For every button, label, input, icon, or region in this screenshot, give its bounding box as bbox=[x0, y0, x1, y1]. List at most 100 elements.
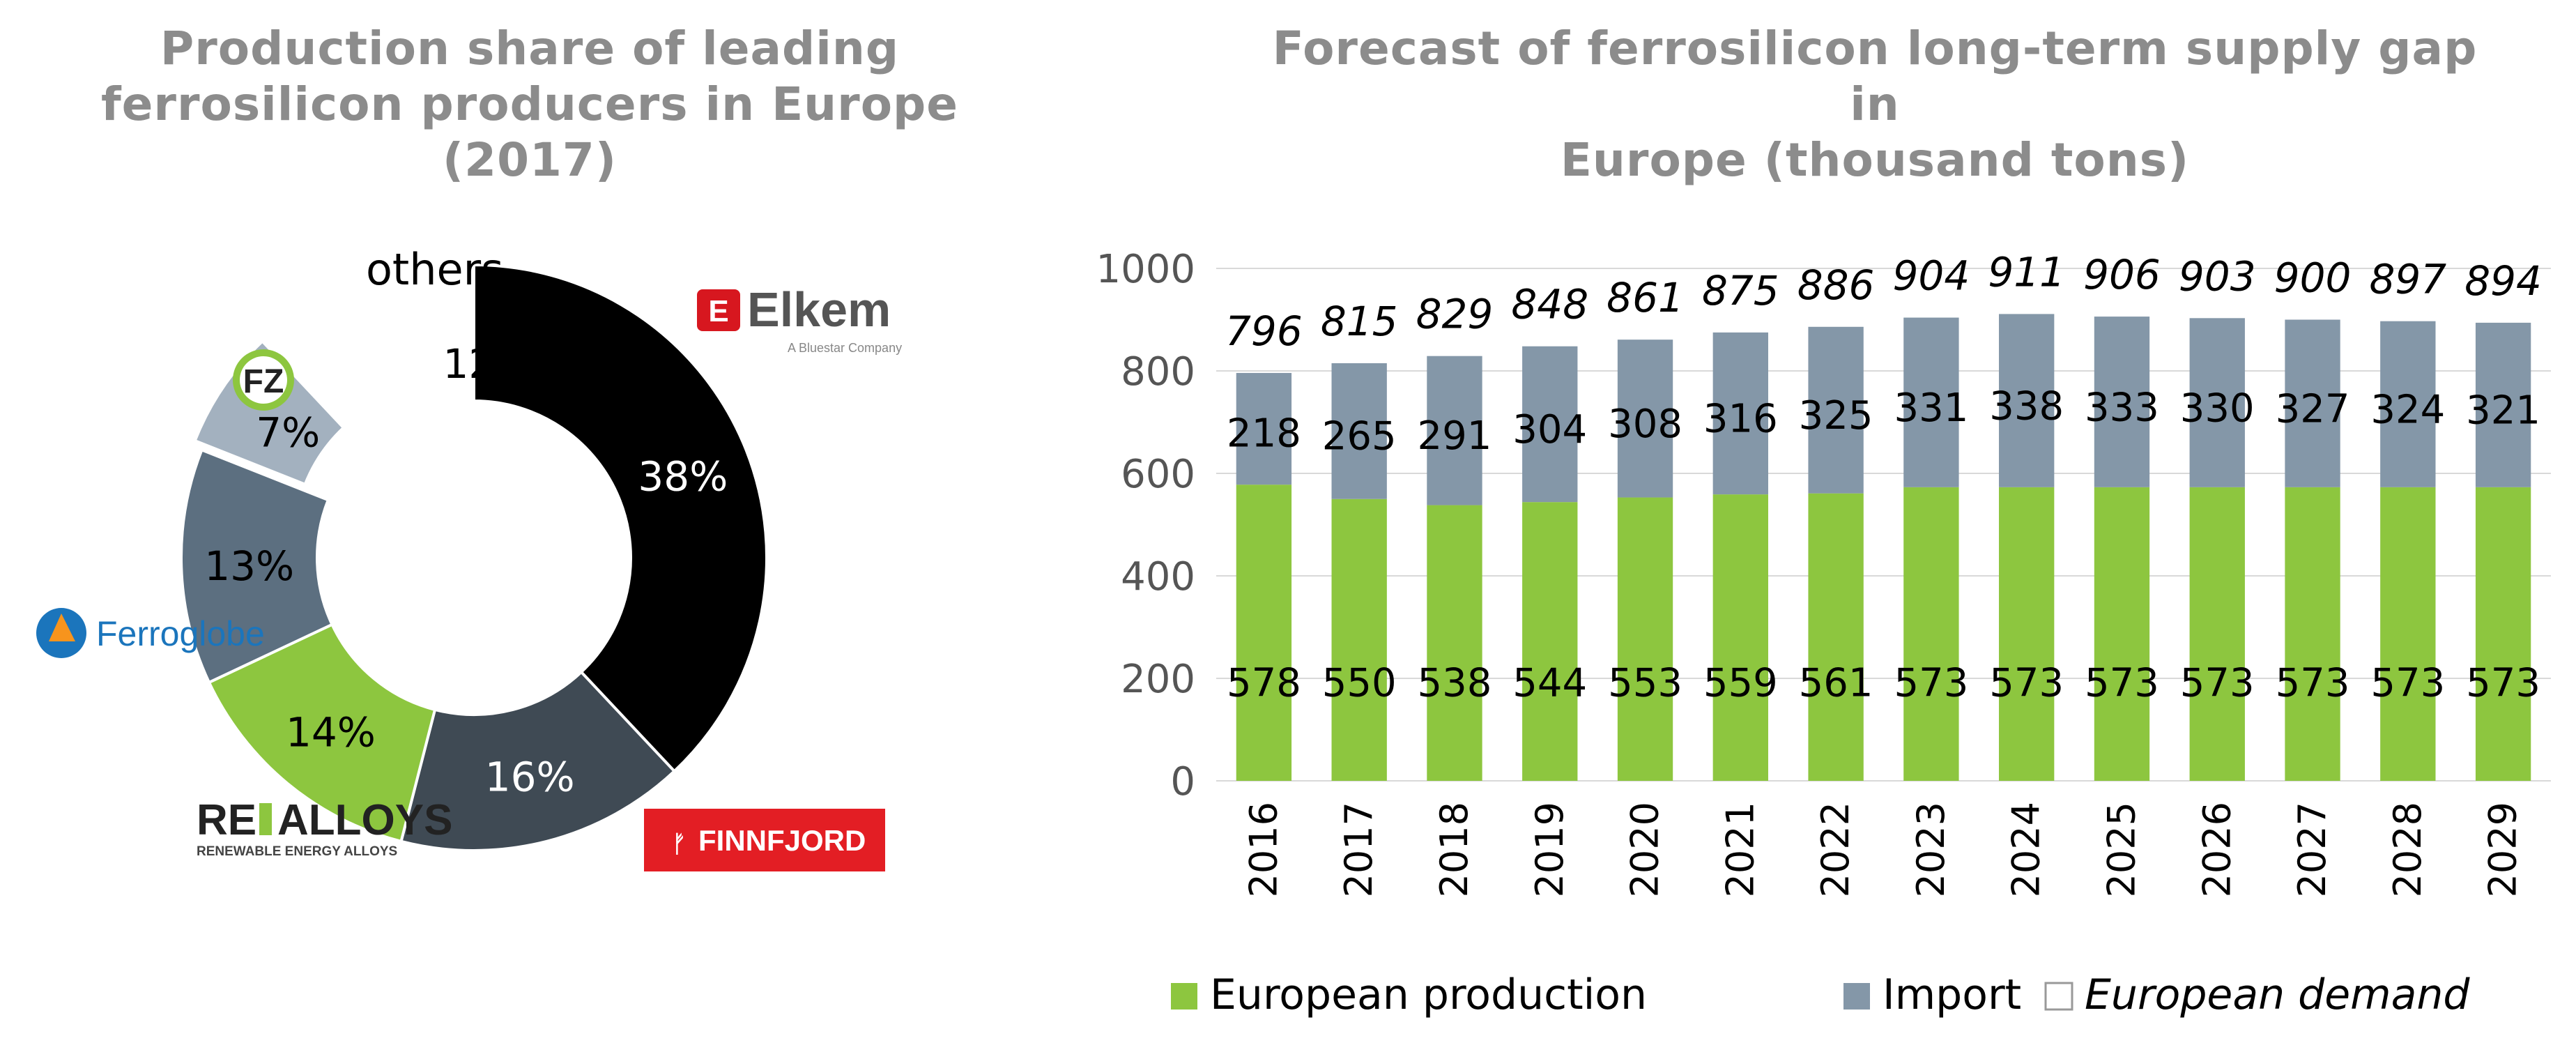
data-label-demand-2029: 894 bbox=[2464, 257, 2542, 305]
elkem-logo: E Elkem A Bluestar Company bbox=[697, 282, 902, 355]
bar-european-production-2029 bbox=[2475, 487, 2531, 781]
re-alloys-logo-text-alloys: ALLOYS bbox=[277, 796, 452, 844]
data-label-demand-2016: 796 bbox=[1225, 307, 1303, 355]
data-label-import-2020: 308 bbox=[1608, 402, 1682, 447]
data-label-import-2028: 324 bbox=[2370, 388, 2445, 433]
bar-european-production-2019 bbox=[1522, 502, 1578, 781]
bar-import-2021 bbox=[1712, 332, 1768, 495]
data-label-demand-2025: 906 bbox=[2083, 251, 2161, 298]
data-label-import-2023: 331 bbox=[1894, 386, 1968, 431]
bar-european-production-2028 bbox=[2380, 487, 2436, 781]
elkem-logo-letter: E bbox=[708, 294, 728, 328]
donut-label-ferroglobe: 13% bbox=[204, 542, 294, 590]
legend-swatch-import bbox=[1843, 983, 1870, 1010]
data-label-demand-2027: 900 bbox=[2274, 254, 2352, 302]
data-label-import-2024: 338 bbox=[1989, 384, 2064, 429]
data-label-production-2028: 573 bbox=[2370, 661, 2445, 706]
data-label-production-2018: 538 bbox=[1418, 661, 1492, 706]
bar-chart-title: Forecast of ferrosilicon long-term suppl… bbox=[1241, 21, 2509, 188]
y-tick-label-1000: 1000 bbox=[1096, 247, 1195, 292]
x-tick-label-2024: 2024 bbox=[2004, 802, 2048, 897]
data-label-demand-2018: 829 bbox=[1416, 291, 1494, 338]
donut-slice-elkem bbox=[473, 263, 768, 773]
data-label-demand-2024: 911 bbox=[1988, 248, 2065, 296]
elkem-logo-text: Elkem bbox=[747, 282, 891, 337]
donut-chart-title: Production share of leading ferrosilicon… bbox=[91, 21, 969, 188]
re-alloys-logo-subtext: RENEWABLE ENERGY ALLOYS bbox=[197, 844, 397, 859]
fz-logo: FZ bbox=[233, 349, 294, 411]
bar-european-production-2022 bbox=[1808, 493, 1864, 781]
data-label-import-2016: 218 bbox=[1227, 411, 1301, 456]
data-label-production-2027: 573 bbox=[2276, 661, 2350, 706]
bar-import-2019 bbox=[1522, 346, 1578, 503]
data-label-import-2027: 327 bbox=[2276, 386, 2350, 432]
donut-slice-fz bbox=[193, 339, 346, 487]
x-tick-label-2025: 2025 bbox=[2099, 802, 2143, 897]
donut-others-label: others bbox=[366, 244, 503, 295]
bar-european-production-2025 bbox=[2094, 487, 2150, 781]
data-label-production-2021: 559 bbox=[1703, 661, 1778, 706]
legend-label-european-demand: European demand bbox=[2085, 970, 2470, 1019]
elkem-logo-subtext: A Bluestar Company bbox=[788, 341, 902, 355]
data-label-import-2018: 291 bbox=[1418, 413, 1492, 459]
bar-import-2027 bbox=[2285, 319, 2340, 487]
x-tick-label-2021: 2021 bbox=[1718, 802, 1762, 897]
bar-import-2024 bbox=[1999, 314, 2055, 487]
bar-european-production-2020 bbox=[1617, 497, 1673, 781]
x-tick-label-2026: 2026 bbox=[2195, 802, 2239, 897]
bar-import-2029 bbox=[2475, 322, 2531, 487]
bar-european-production-2021 bbox=[1712, 494, 1768, 781]
data-label-demand-2022: 886 bbox=[1797, 261, 1875, 309]
data-label-demand-2023: 904 bbox=[1893, 252, 1970, 300]
donut-slice-finnfjord bbox=[399, 670, 677, 852]
bar-european-production-2024 bbox=[1999, 487, 2055, 781]
data-label-demand-2017: 815 bbox=[1321, 298, 1398, 345]
y-tick-label-0: 0 bbox=[1170, 759, 1195, 805]
data-label-production-2024: 573 bbox=[1989, 661, 2064, 706]
bar-import-2025 bbox=[2094, 317, 2150, 487]
bar-european-production-2027 bbox=[2285, 487, 2340, 781]
fz-logo-text: FZ bbox=[243, 363, 284, 400]
data-label-demand-2020: 861 bbox=[1607, 274, 1684, 321]
x-tick-label-2016: 2016 bbox=[1241, 802, 1285, 897]
bar-import-2028 bbox=[2380, 321, 2436, 487]
donut-slice-re-alloys bbox=[207, 623, 437, 844]
x-tick-label-2028: 2028 bbox=[2386, 802, 2430, 897]
y-tick-label-400: 400 bbox=[1121, 554, 1195, 600]
legend-label-european-production: European production bbox=[1210, 970, 1647, 1019]
bar-title-line-2: Europe (thousand tons) bbox=[1560, 133, 2190, 187]
data-label-production-2019: 544 bbox=[1512, 661, 1587, 706]
x-tick-label-2022: 2022 bbox=[1814, 802, 1857, 897]
donut-slice-ferroglobe bbox=[180, 448, 335, 685]
bar-european-production-2023 bbox=[1903, 487, 1959, 781]
bar-european-production-2026 bbox=[2189, 487, 2245, 781]
y-tick-label-200: 200 bbox=[1121, 657, 1195, 702]
bar-european-production-2017 bbox=[1331, 498, 1387, 781]
x-tick-label-2017: 2017 bbox=[1337, 802, 1381, 897]
y-tick-label-800: 800 bbox=[1121, 349, 1195, 395]
x-tick-label-2020: 2020 bbox=[1623, 802, 1667, 897]
finnfjord-logo-box bbox=[644, 809, 885, 871]
data-label-production-2023: 573 bbox=[1894, 661, 1968, 706]
data-label-production-2022: 561 bbox=[1799, 661, 1873, 706]
bar-import-2026 bbox=[2189, 318, 2245, 487]
bar-import-2020 bbox=[1617, 340, 1673, 498]
svg-text:ᚠ: ᚠ bbox=[672, 831, 686, 858]
donut-label-re-alloys: 14% bbox=[286, 708, 376, 756]
data-label-demand-2021: 875 bbox=[1702, 267, 1779, 314]
bar-import-2023 bbox=[1903, 317, 1959, 487]
donut-label-elkem: 38% bbox=[638, 452, 728, 500]
bar-european-production-2018 bbox=[1427, 505, 1482, 781]
donut-label-finnfjord: 16% bbox=[485, 753, 575, 800]
data-label-import-2019: 304 bbox=[1512, 407, 1587, 452]
y-tick-label-600: 600 bbox=[1121, 452, 1195, 497]
data-label-production-2020: 553 bbox=[1608, 661, 1682, 706]
data-label-production-2026: 573 bbox=[2180, 661, 2255, 706]
finnfjord-logo: ᚠ FINNFJORD bbox=[644, 809, 885, 871]
legend-swatch-european-production bbox=[1171, 983, 1197, 1010]
ferroglobe-logo-text: Ferroglobe bbox=[96, 614, 265, 653]
data-label-demand-2019: 848 bbox=[1511, 281, 1588, 328]
data-label-production-2025: 573 bbox=[2085, 661, 2159, 706]
stacked-bar-chart: 0 200 400 600 800 1000 578 218 796 2016 550 265 815 2… bbox=[1096, 247, 2551, 1019]
legend-label-import: Import bbox=[1883, 970, 2021, 1019]
